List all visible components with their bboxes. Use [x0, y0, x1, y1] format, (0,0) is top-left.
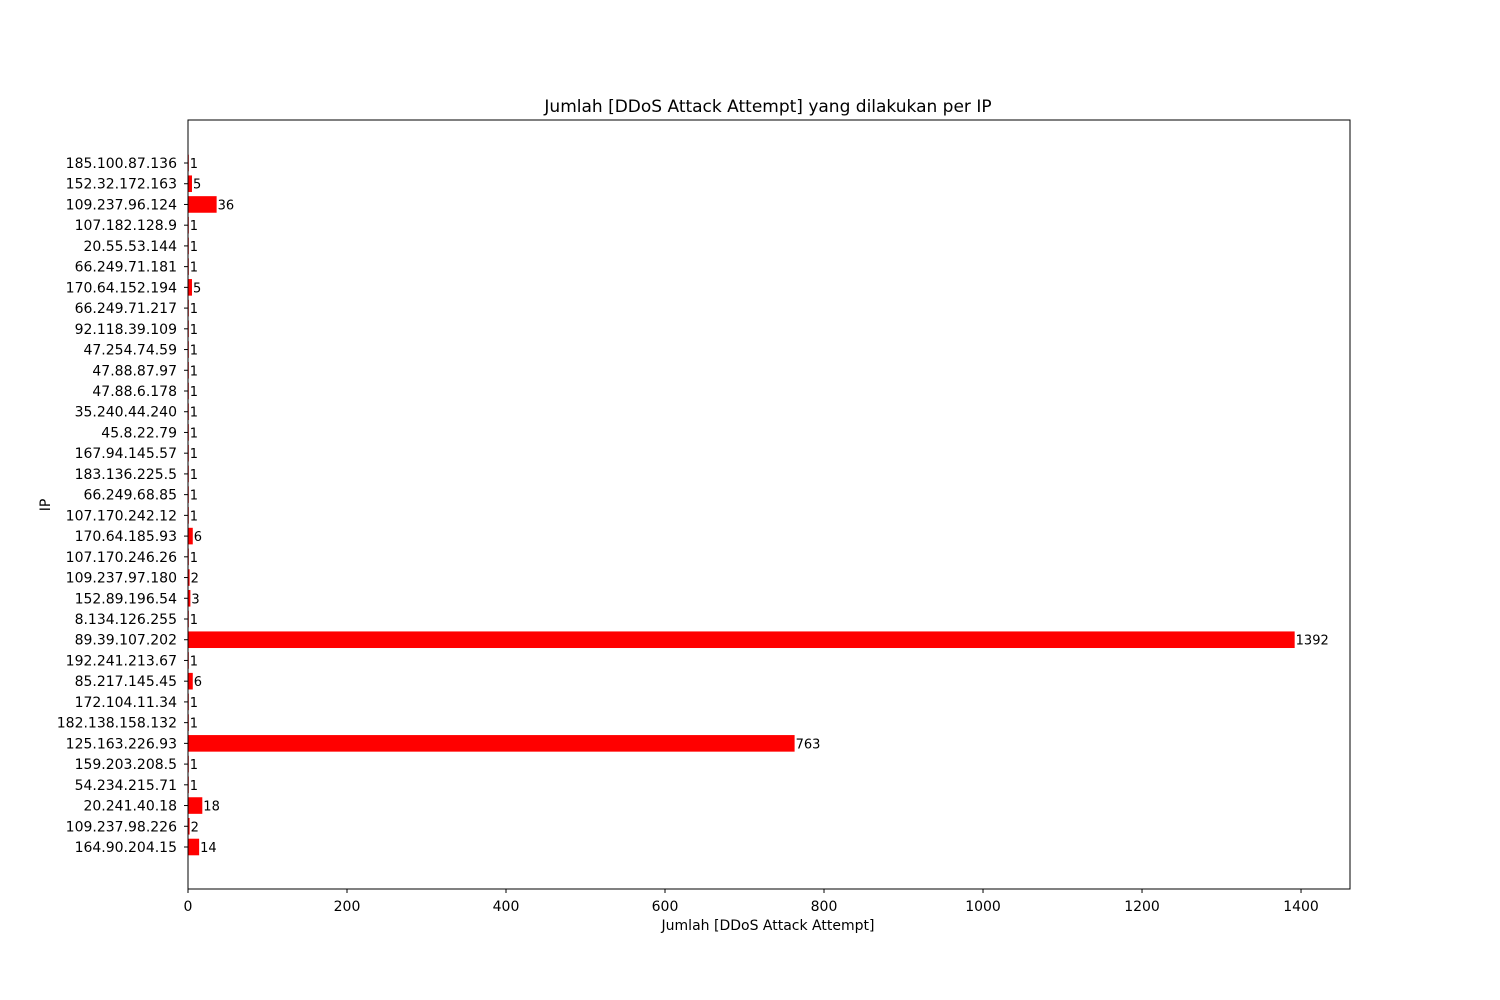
bar-value-label: 1: [190, 406, 198, 421]
y-tick-label: 152.32.172.163: [66, 177, 177, 193]
bar: [188, 838, 200, 856]
y-tick-label: 107.170.246.26: [66, 550, 177, 566]
y-tick-label: 185.100.87.136: [66, 156, 177, 172]
bar-value-label: 1: [190, 696, 198, 711]
bar-value-label: 14: [200, 841, 217, 856]
bar-value-label: 1: [190, 489, 198, 504]
y-tick-label: 167.94.145.57: [75, 446, 177, 462]
bar: [188, 196, 217, 213]
y-tick-label: 66.249.71.181: [75, 260, 177, 276]
y-tick-label: 20.241.40.18: [83, 799, 177, 815]
bar-value-label: 1: [190, 364, 198, 379]
y-tick-label: 66.249.68.85: [83, 488, 177, 504]
y-tick-label: 47.254.74.59: [83, 343, 177, 359]
y-tick-label: 109.237.98.226: [66, 819, 177, 835]
bar-value-label: 1: [190, 261, 198, 276]
bar-value-label: 6: [194, 675, 202, 690]
y-tick-label: 8.134.126.255: [75, 612, 177, 628]
y-tick-label: 159.203.208.5: [75, 757, 177, 773]
y-tick-label: 125.163.226.93: [66, 736, 177, 752]
y-tick-label: 45.8.22.79: [101, 425, 177, 441]
y-tick-label: 35.240.44.240: [75, 405, 177, 421]
y-tick-label: 107.170.242.12: [66, 508, 177, 524]
bar-value-label: 1: [190, 426, 198, 441]
y-tick-label: 109.237.96.124: [66, 197, 177, 213]
bar: [188, 735, 795, 752]
y-tick-label: 152.89.196.54: [75, 591, 178, 607]
bar: [188, 672, 193, 690]
x-tick-label: 800: [811, 899, 838, 915]
y-tick-label: 109.237.97.180: [66, 571, 177, 587]
bar-value-label: 1: [190, 157, 198, 172]
x-tick-label: 1000: [965, 899, 1001, 915]
bar-value-label: 1: [190, 344, 198, 359]
bar-value-label: 1: [190, 551, 198, 566]
y-tick-label: 182.138.158.132: [57, 716, 177, 732]
bar-value-label: 3: [191, 592, 199, 607]
y-tick-label: 85.217.145.45: [75, 674, 177, 690]
bar-value-label: 1: [190, 758, 198, 773]
bar-value-label: 763: [796, 737, 821, 752]
y-tick-label: 192.241.213.67: [66, 653, 177, 669]
bar: [188, 631, 1295, 649]
bar: [188, 279, 192, 296]
x-tick-label: 200: [334, 899, 361, 915]
x-tick-label: 0: [184, 899, 193, 915]
bar-value-label: 1: [190, 468, 198, 483]
bar-value-label: 2: [191, 572, 199, 587]
x-axis-ticks: 0 200 400 600 800 1000 1200 1400: [184, 889, 1319, 915]
bar-value-label: 2: [191, 820, 199, 835]
bar-value-label: 36: [218, 198, 235, 213]
bar-value-label: 1: [190, 509, 198, 524]
y-tick-label: 54.234.215.71: [75, 778, 177, 794]
y-tick-label: 89.39.107.202: [75, 633, 177, 649]
bar-value-label: 18: [203, 800, 220, 815]
y-tick-label: 107.182.128.9: [75, 218, 177, 234]
bar-value-label: 6: [194, 530, 202, 545]
bars-group: [188, 154, 1295, 856]
bar-value-label: 1: [190, 385, 198, 400]
bar-value-label: 1: [190, 323, 198, 338]
x-tick-label: 1400: [1283, 899, 1319, 915]
plot-frame: [187, 119, 1351, 890]
x-tick-label: 400: [493, 899, 520, 915]
y-axis-label: IP: [38, 499, 54, 512]
bar-value-label: 1: [190, 613, 198, 628]
y-tick-label: 47.88.6.178: [92, 384, 177, 400]
bar-value-label: 1: [190, 219, 198, 234]
y-tick-label: 66.249.71.217: [75, 301, 177, 317]
bar: [188, 817, 190, 835]
bar: [188, 175, 192, 193]
x-tick-label: 600: [652, 899, 679, 915]
bar-value-label: 5: [193, 281, 201, 296]
y-axis-ticks: 164.90.204.15 109.237.98.226 20.241.40.18 5…: [57, 156, 188, 856]
y-tick-label: 183.136.225.5: [75, 467, 177, 483]
y-tick-label: 47.88.87.97: [92, 363, 177, 379]
bar-value-label: 1392: [1296, 634, 1329, 649]
bar: [188, 527, 193, 545]
bar-value-label: 1: [190, 717, 198, 732]
bar-labels-group: 1421811763116113921321611111111111511136…: [190, 157, 1329, 856]
bar-value-label: 1: [190, 447, 198, 462]
y-tick-label: 170.64.152.194: [66, 280, 177, 296]
bar: [188, 797, 203, 814]
y-tick-label: 20.55.53.144: [83, 239, 177, 255]
y-tick-label: 172.104.11.34: [75, 695, 178, 711]
bar: [188, 569, 190, 586]
y-tick-label: 164.90.204.15: [75, 840, 177, 856]
x-tick-label: 1200: [1124, 899, 1160, 915]
x-axis-label: Jumlah [DDoS Attack Attempt]: [661, 918, 875, 934]
bar-value-label: 5: [193, 178, 201, 193]
bar: [188, 589, 191, 607]
bar-value-label: 1: [190, 240, 198, 255]
bar-value-label: 1: [190, 779, 198, 794]
chart-title: Jumlah [DDoS Attack Attempt] yang dilaku…: [543, 97, 991, 117]
bar-value-label: 1: [190, 654, 198, 669]
y-tick-label: 170.64.185.93: [75, 529, 177, 545]
y-tick-label: 92.118.39.109: [75, 322, 177, 338]
bar-value-label: 1: [190, 302, 198, 317]
